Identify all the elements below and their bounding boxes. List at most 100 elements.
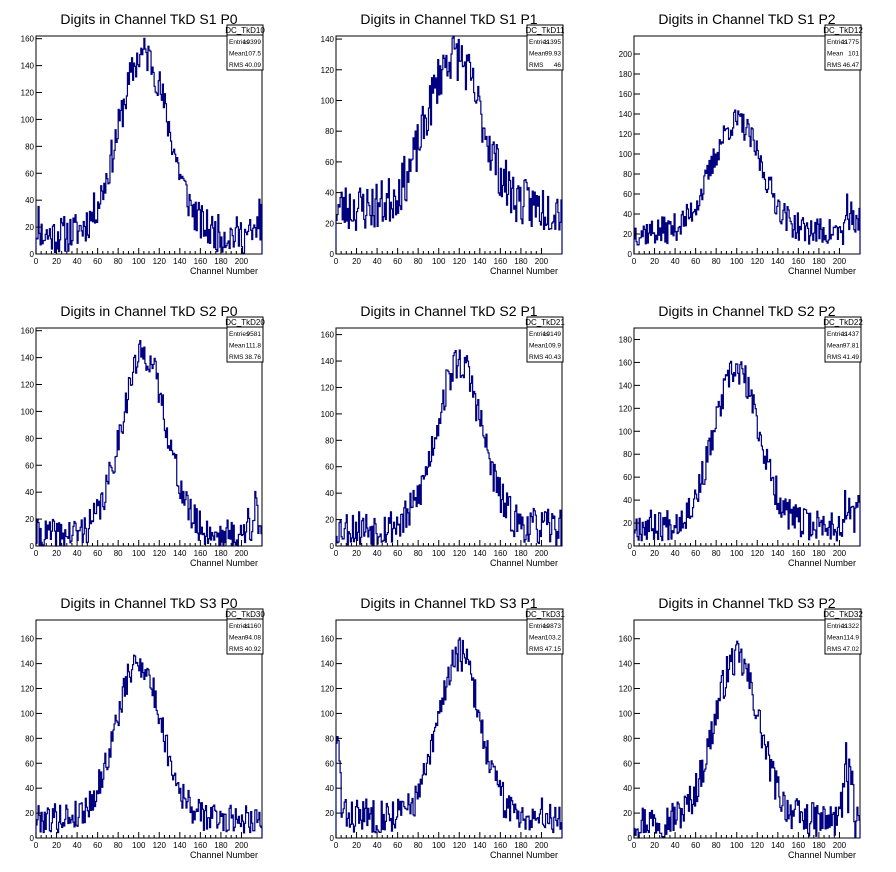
stats-box-name: DC_TkD20 [225, 318, 265, 327]
y-tick-label: 0 [330, 250, 335, 259]
stats-value: 109.9 [545, 343, 562, 350]
stats-key: RMS [827, 62, 842, 69]
stats-value: 47.15 [545, 646, 562, 653]
x-tick-label: 20 [352, 257, 361, 266]
y-tick-label: 0 [628, 834, 633, 843]
y-tick-label: 80 [25, 434, 34, 443]
stats-key: Mean [827, 51, 844, 58]
histogram-panel: Digits in Channel TkD S1 P1 0 20 40 60 80 100 1… [321, 11, 565, 276]
x-tick-label: 80 [712, 841, 721, 850]
x-tick-label: 60 [691, 549, 700, 558]
stats-key: Entries [529, 623, 550, 630]
y-tick-label: 100 [21, 709, 35, 718]
x-tick-label: 40 [373, 549, 382, 558]
stats-key: Entries [229, 39, 250, 46]
y-tick-label: 0 [30, 542, 35, 551]
x-tick-label: 200 [833, 257, 847, 266]
stats-key: Entries [827, 39, 848, 46]
x-tick-label: 20 [650, 549, 659, 558]
y-tick-label: 0 [628, 542, 633, 551]
x-axis-label: Channel Number [490, 850, 558, 860]
x-tick-label: 60 [393, 257, 402, 266]
stats-key: Mean [229, 635, 246, 642]
stats-value: 40.43 [545, 354, 562, 361]
y-tick-label: 100 [321, 96, 335, 105]
histogram-panel: Digits in Channel TkD S2 P2 0 20 40 60 80 100 1… [619, 303, 864, 568]
x-tick-label: 100 [730, 257, 744, 266]
y-tick-label: 100 [21, 115, 35, 124]
y-tick-label: 0 [330, 834, 335, 843]
x-tick-label: 160 [194, 841, 208, 850]
y-tick-label: 160 [321, 635, 335, 644]
stats-key: RMS [529, 62, 544, 69]
x-tick-label: 140 [173, 841, 187, 850]
stats-value: 41.49 [843, 354, 860, 361]
x-tick-label: 100 [132, 257, 146, 266]
x-axis-label: Channel Number [788, 266, 856, 276]
x-tick-label: 100 [132, 549, 146, 558]
x-tick-label: 80 [414, 841, 423, 850]
stats-box-name: DC_TkD21 [525, 318, 565, 327]
x-tick-label: 0 [334, 549, 339, 558]
stats-value: 47.02 [843, 646, 860, 653]
x-tick-label: 0 [632, 257, 637, 266]
x-tick-label: 80 [712, 257, 721, 266]
x-tick-label: 20 [650, 841, 659, 850]
y-tick-label: 20 [325, 516, 334, 525]
histogram-panel: Digits in Channel TkD S3 P2 0 20 40 60 80 100 1… [619, 595, 864, 860]
x-tick-label: 0 [632, 841, 637, 850]
stats-key: Entries [229, 331, 250, 338]
x-tick-label: 180 [214, 257, 228, 266]
histogram-panel: Digits in Channel TkD S1 P2 0 20 40 60 80 100 1… [619, 11, 864, 276]
stats-value: 40.92 [245, 646, 262, 653]
y-tick-label: 120 [21, 685, 35, 694]
stats-key: Mean [229, 343, 246, 350]
stats-value: 11395 [543, 39, 561, 46]
x-tick-label: 200 [535, 841, 549, 850]
panel-title: Digits in Channel TkD S2 P0 [60, 303, 237, 319]
x-tick-label: 160 [194, 549, 208, 558]
y-tick-label: 40 [623, 210, 632, 219]
x-tick-label: 180 [514, 841, 528, 850]
y-tick-label: 160 [619, 358, 633, 367]
y-tick-label: 100 [321, 410, 335, 419]
x-axis-label: Channel Number [788, 558, 856, 568]
stats-value: 103.2 [545, 635, 562, 642]
stats-value: 11322 [841, 623, 859, 630]
y-tick-label: 140 [321, 660, 335, 669]
x-tick-label: 120 [153, 841, 167, 850]
y-tick-label: 140 [619, 381, 633, 390]
x-tick-label: 200 [833, 549, 847, 558]
y-tick-label: 120 [321, 66, 335, 75]
x-tick-label: 160 [792, 841, 806, 850]
histogram-series [35, 339, 263, 547]
y-tick-label: 60 [623, 473, 632, 482]
x-tick-label: 140 [473, 841, 487, 850]
stats-box-name: DC_TkD30 [225, 610, 265, 619]
x-tick-label: 120 [751, 257, 765, 266]
y-tick-label: 0 [30, 834, 35, 843]
y-tick-label: 200 [619, 50, 633, 59]
x-tick-label: 160 [494, 257, 508, 266]
y-tick-label: 80 [325, 436, 334, 445]
x-tick-label: 80 [414, 549, 423, 558]
x-tick-label: 180 [214, 549, 228, 558]
y-tick-label: 120 [321, 685, 335, 694]
y-tick-label: 20 [623, 519, 632, 528]
x-tick-label: 60 [393, 841, 402, 850]
x-tick-label: 140 [771, 841, 785, 850]
stats-value: 107.5 [245, 51, 262, 58]
y-tick-label: 140 [321, 357, 335, 366]
panel-title: Digits in Channel TkD S3 P2 [658, 595, 835, 611]
y-tick-label: 120 [619, 404, 633, 413]
stats-key: Entries [229, 623, 250, 630]
x-tick-label: 200 [535, 549, 549, 558]
x-tick-label: 180 [812, 549, 826, 558]
y-tick-label: 80 [25, 142, 34, 151]
stats-key: Entries [827, 623, 848, 630]
stats-key: RMS [229, 646, 244, 653]
y-tick-label: 180 [619, 70, 633, 79]
x-tick-label: 60 [691, 257, 700, 266]
